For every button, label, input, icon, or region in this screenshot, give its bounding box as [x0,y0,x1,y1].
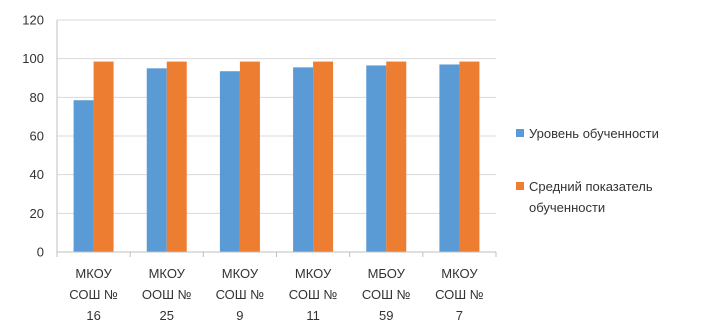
bar-level-5 [439,64,460,252]
bar-average-1 [166,61,187,252]
bar-level-1 [146,68,167,252]
x-category-label: СОШ № [289,287,338,302]
y-tick-label: 0 [37,245,44,260]
x-category-label: СОШ № [362,287,411,302]
legend-swatch-average [516,182,524,190]
x-category-label: 25 [160,308,174,323]
legend: Уровень обученности Средний показатель обу… [516,126,659,215]
x-category-label: СОШ № [216,287,265,302]
y-tick-label: 120 [22,13,44,28]
x-category-label: 9 [236,308,243,323]
x-category-label: МКОУ [222,266,259,281]
x-category-label: 7 [456,308,463,323]
x-category-label: МКОУ [441,266,478,281]
bar-average-4 [386,61,407,252]
x-category-label: МКОУ [295,266,332,281]
axes [56,20,497,257]
x-category-label: 59 [379,308,393,323]
x-category-labels: МКОУ СОШ № 16 МКОУ ООШ № 25 МКОУ СОШ № 9 МКОУ СОШ … [69,266,484,323]
x-category-label: 16 [86,308,100,323]
bar-level-0 [73,100,94,252]
x-category-label: ООШ № [142,287,192,302]
y-tick-label: 80 [30,90,44,105]
x-category-label: МКОУ [149,266,186,281]
bar-average-3 [313,61,334,252]
bar-level-3 [293,67,314,252]
legend-label-level: Уровень обученности [529,126,659,141]
x-category-label: СОШ № [435,287,484,302]
y-tick-label: 60 [30,129,44,144]
x-category-label: СОШ № [69,287,118,302]
y-tick-label: 100 [22,51,44,66]
x-category-label: МКОУ [75,266,112,281]
bar-average-5 [459,61,480,252]
y-tick-label: 40 [30,167,44,182]
x-category-label: МБОУ [368,266,406,281]
legend-label-average: обученности [529,200,605,215]
x-category-label: 11 [306,308,320,323]
legend-label-average: Средний показатель [529,179,653,194]
gridlines [57,19,496,214]
bars [73,61,480,252]
bar-level-4 [366,65,387,252]
bar-level-2 [219,71,240,252]
bar-average-0 [93,61,114,252]
y-tick-labels: 0 20 40 60 80 100 120 [22,13,44,260]
y-tick-label: 20 [30,206,44,221]
bar-average-2 [239,61,260,252]
legend-swatch-level [516,129,524,137]
